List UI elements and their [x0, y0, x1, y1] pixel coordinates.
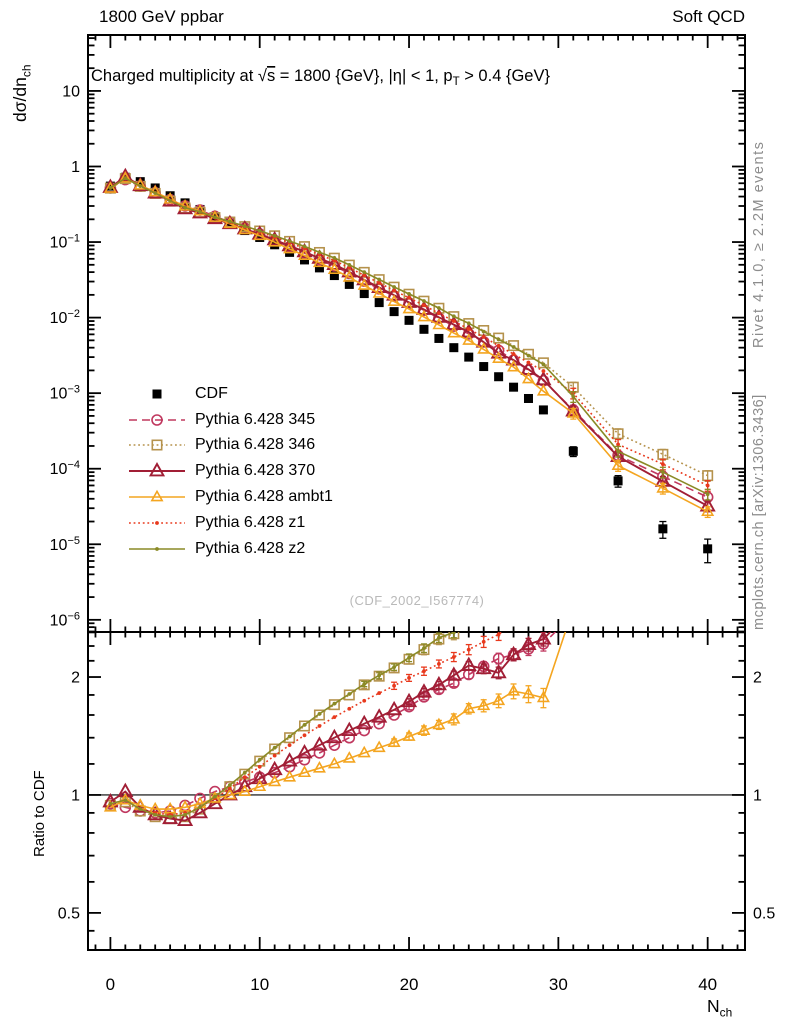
axis-ticks: [88, 35, 745, 950]
legend: CDF Pythia 6.428 345 Pythia 6.428 346 Pythi…: [128, 381, 333, 562]
legend-item-p370: Pythia 6.428 370: [128, 458, 333, 484]
legend-label-p370: Pythia 6.428 370: [195, 462, 316, 480]
svg-text:10−5: 10−5: [50, 535, 80, 554]
legend-marker-p345: [129, 413, 185, 426]
legend-item-z1: Pythia 6.428 z1: [128, 510, 333, 536]
y-axis-label-main-sub: ch: [19, 64, 34, 78]
plot-header-process: Soft QCD: [672, 7, 745, 26]
legend-label-ambt1: Pythia 6.428 ambt1: [195, 488, 333, 506]
mcplots-credit: mcplots.cern.ch [arXiv:1306.3436]: [751, 394, 767, 630]
legend-marker-cdf: [152, 389, 162, 399]
svg-text:10−1: 10−1: [50, 233, 80, 252]
series-ambt1-ratio: [103, 632, 567, 814]
legend-marker-z1: [129, 520, 185, 525]
svg-text:10−6: 10−6: [50, 610, 80, 629]
svg-text:10: 10: [62, 83, 80, 100]
series-p370-ratio: [102, 632, 552, 827]
svg-text:1: 1: [71, 787, 80, 804]
y-axis-label-main-text: dσ/dn: [10, 77, 30, 122]
series-z2-ratio: [108, 632, 457, 819]
ratio-panel: [88, 632, 745, 827]
svg-text:0: 0: [106, 975, 115, 994]
svg-text:1: 1: [753, 787, 762, 804]
svg-text:Charged multiplicity at √s = 1: Charged multiplicity at √s = 1800 {GeV},…: [91, 67, 550, 88]
x-axis-label-sub: ch: [719, 1005, 733, 1020]
series-z1-ratio: [108, 632, 504, 817]
rivet-version-note: Rivet 4.1.0, ≥ 2.2M events: [751, 140, 767, 348]
legend-item-cdf: CDF: [128, 381, 333, 407]
main-panel: [102, 167, 716, 564]
legend-item-p346: Pythia 6.428 346: [128, 433, 333, 459]
legend-item-ambt1: Pythia 6.428 ambt1: [128, 484, 333, 510]
legend-label-p346: Pythia 6.428 346: [195, 436, 316, 454]
svg-text:1: 1: [71, 159, 80, 176]
svg-text:2: 2: [71, 670, 80, 687]
svg-text:2: 2: [753, 670, 762, 687]
legend-label-cdf: CDF: [195, 384, 228, 402]
svg-text:10: 10: [250, 975, 269, 994]
y-axis-label-main: dσ/dnch: [10, 65, 34, 122]
legend-label-p345: Pythia 6.428 345: [195, 410, 316, 428]
y-axis-label-ratio: Ratio to CDF: [31, 770, 48, 857]
svg-text:20: 20: [400, 975, 419, 994]
svg-text:0.5: 0.5: [58, 905, 80, 922]
series-p346-ratio: [104, 632, 460, 825]
series-ambt1-main: [103, 171, 715, 519]
svg-text:10−4: 10−4: [50, 459, 80, 478]
legend-marker-p370: [129, 462, 185, 477]
svg-text:10−2: 10−2: [50, 308, 80, 327]
svg-text:0.5: 0.5: [753, 905, 775, 922]
legend-label-z2: Pythia 6.428 z2: [195, 539, 306, 557]
analysis-watermark: (CDF_2002_I567774): [349, 593, 485, 608]
legend-item-z2: Pythia 6.428 z2: [128, 536, 333, 562]
series-p345-ratio: [104, 632, 557, 819]
svg-text:30: 30: [549, 975, 568, 994]
plot-title: Charged multiplicity at √s = 1800 {GeV},…: [91, 67, 550, 88]
legend-marker-ambt1: [129, 489, 185, 502]
legend-marker-z2: [129, 546, 185, 551]
legend-marker-p346: [129, 439, 185, 451]
plot-header-beam: 1800 GeV ppbar: [99, 7, 224, 26]
x-axis-label: Nch: [707, 996, 732, 1020]
series-z2-main: [108, 176, 711, 501]
svg-text:40: 40: [698, 975, 717, 994]
x-axis-label-text: N: [707, 996, 720, 1016]
legend-item-p345: Pythia 6.428 345: [128, 407, 333, 433]
svg-text:10−3: 10−3: [50, 384, 80, 403]
legend-label-z1: Pythia 6.428 z1: [195, 513, 306, 531]
